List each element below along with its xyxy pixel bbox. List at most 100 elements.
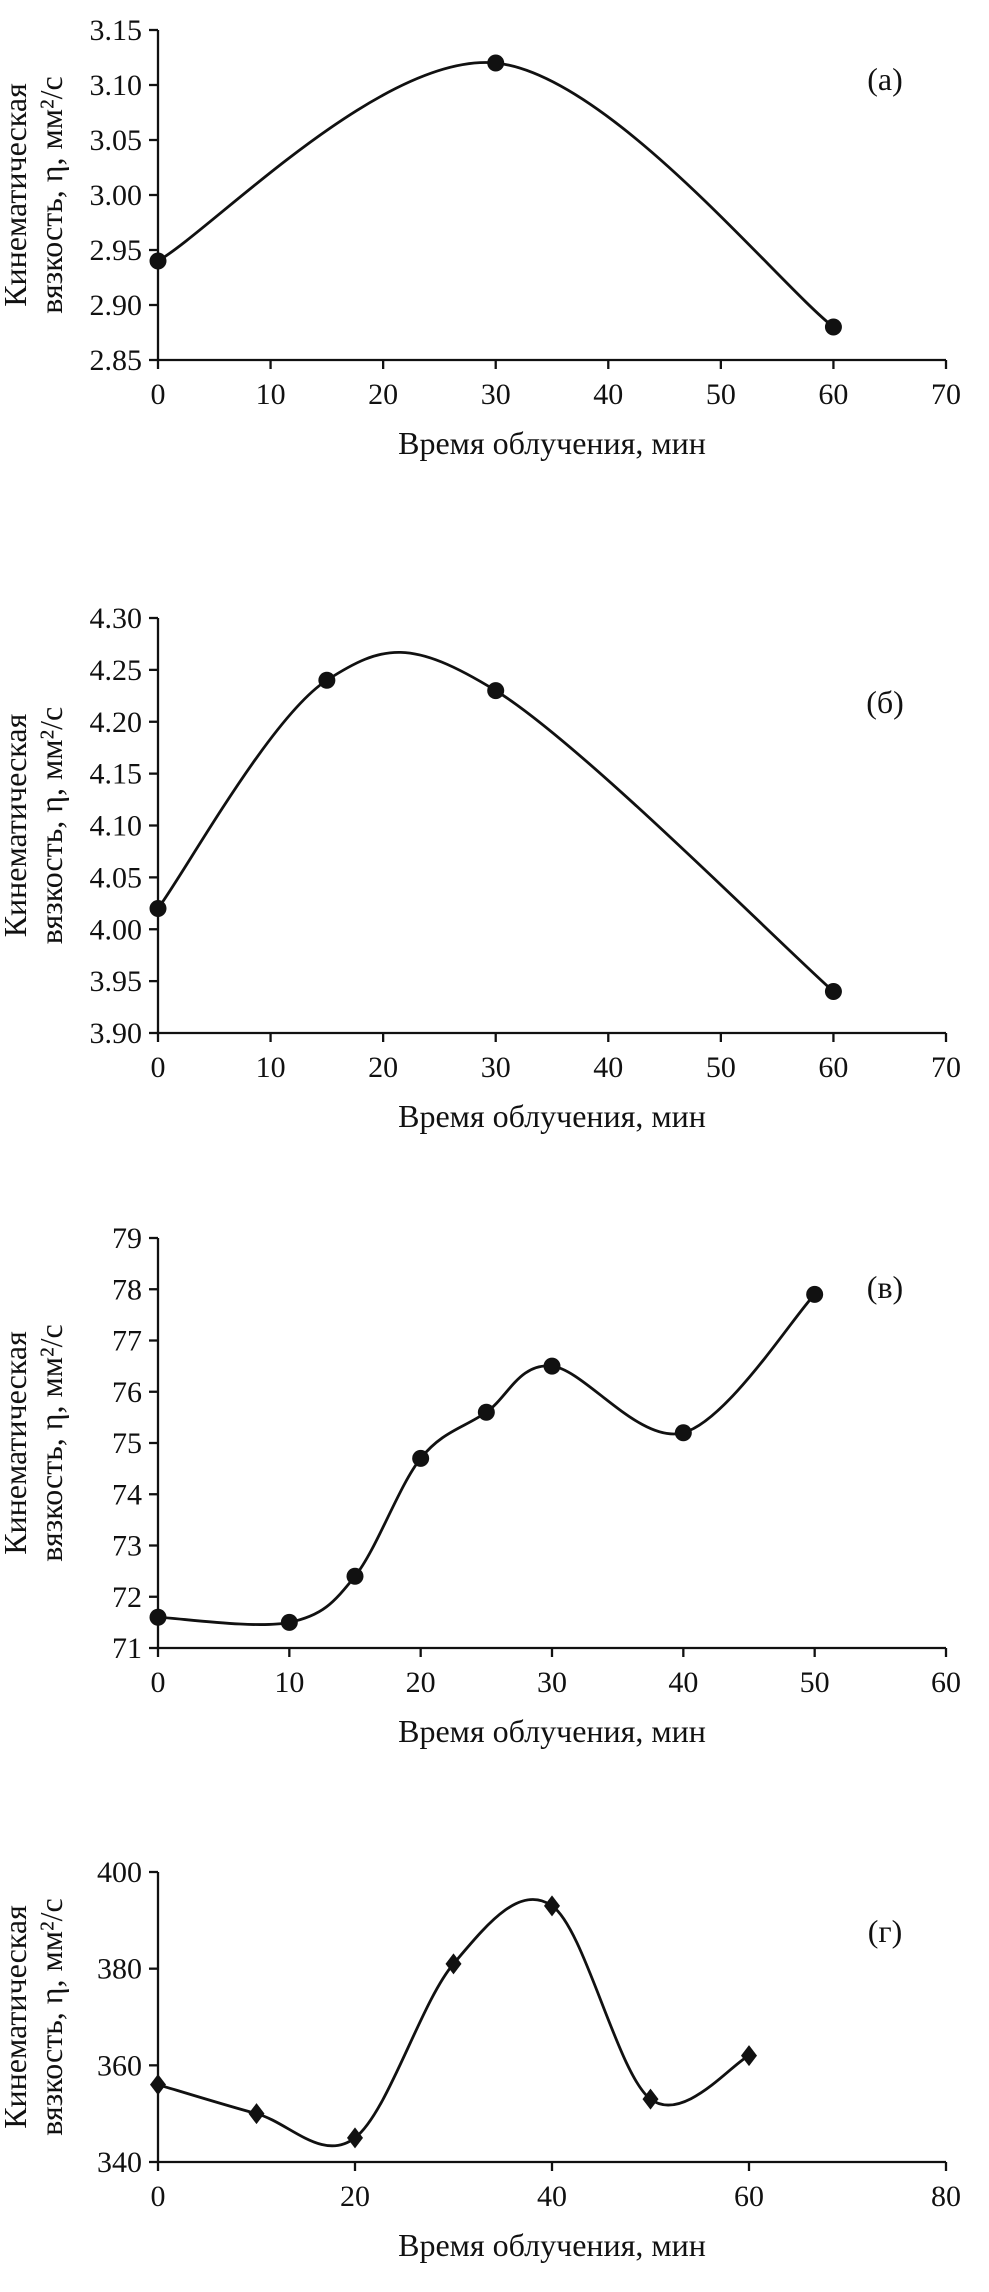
- x-tick-label: 50: [706, 1051, 736, 1084]
- data-point-diamond: [642, 2088, 659, 2110]
- y-tick-label: 360: [97, 2049, 142, 2082]
- x-tick-label: 70: [931, 378, 961, 411]
- x-tick-label: 30: [481, 378, 511, 411]
- y-tick-label: 72: [112, 1581, 142, 1614]
- y-tick-label: 74: [112, 1478, 142, 1511]
- chart-panel-a: 2.85 2.90 2.95 3.00 3.05 3.10 3.15 0 10 20 30 40 50 6…: [0, 0, 989, 590]
- data-point-diamond: [150, 2074, 166, 2096]
- data-point-circle: [824, 318, 842, 336]
- chart-g: 340 360 380 400 0 20 40 60 80 Время облучения, ми…: [0, 1856, 961, 2263]
- data-point-circle: [487, 682, 505, 700]
- y-tick-label: 400: [97, 1856, 142, 1889]
- y-axis-title-line: Кинематическая: [0, 713, 33, 937]
- y-tick-label: 340: [97, 2146, 142, 2179]
- x-tick-label: 20: [368, 378, 398, 411]
- x-tick-label: 10: [274, 1666, 304, 1699]
- data-point-circle: [806, 1285, 824, 1303]
- y-tick-label: 3.90: [90, 1017, 143, 1050]
- data-point-circle: [346, 1567, 364, 1585]
- x-tick-label: 60: [818, 378, 848, 411]
- chart-panel-g: 340 360 380 400 0 20 40 60 80 Время облучения, ми…: [0, 1810, 989, 2292]
- y-tick-label: 3.05: [90, 124, 143, 157]
- y-axis-title-line: вязкость, η, мм²/с: [33, 1898, 69, 2135]
- data-series-line: [156, 650, 835, 993]
- data-point-circle: [824, 983, 842, 1000]
- x-tick-label: 30: [481, 1051, 511, 1084]
- y-tick-label: 4.05: [90, 861, 143, 894]
- data-point-diamond: [248, 2103, 265, 2125]
- y-tick-label: 4.20: [90, 706, 143, 739]
- x-tick-label: 20: [368, 1051, 398, 1084]
- y-tick-label: 78: [112, 1273, 142, 1306]
- data-point-circle: [149, 252, 167, 270]
- data-markers: [149, 671, 842, 1000]
- x-tick-label: 20: [340, 2180, 370, 2213]
- data-point-circle: [149, 1608, 167, 1626]
- x-tick-label: 40: [537, 2180, 567, 2213]
- data-markers: [149, 1285, 824, 1631]
- y-tick-label: 2.95: [90, 234, 143, 267]
- panel-label: (а): [867, 61, 903, 97]
- y-tick-label: 75: [112, 1427, 142, 1460]
- data-point-diamond: [445, 1953, 462, 1975]
- data-point-circle: [477, 1403, 495, 1421]
- data-point-circle: [412, 1449, 430, 1467]
- data-series-line: [156, 61, 835, 329]
- y-tick-label: 4.00: [90, 913, 143, 946]
- y-tick-label: 3.15: [90, 14, 143, 47]
- axes: [149, 1236, 948, 1657]
- y-axis-title-line: Кинематическая: [0, 83, 33, 307]
- panel-label: (в): [867, 1269, 903, 1305]
- x-tick-label: 30: [537, 1666, 567, 1699]
- data-markers: [150, 1895, 757, 2149]
- x-tick-label: 60: [931, 1666, 961, 1699]
- y-tick-label: 3.95: [90, 965, 143, 998]
- chart-v: 71 72 73 74 75 76 77 78 79 0 10 20 30 40 50 60 Время обл…: [0, 1222, 961, 1749]
- y-tick-label: 4.10: [90, 810, 143, 843]
- x-tick-label: 0: [151, 1051, 166, 1084]
- data-series-line: [156, 1898, 751, 2148]
- x-tick-label: 40: [593, 378, 623, 411]
- panel-label: (г): [868, 1913, 902, 1949]
- data-point-diamond: [544, 1895, 560, 1917]
- x-tick-label: 0: [151, 1666, 166, 1699]
- y-axis-title-line: Кинематическая: [0, 1331, 33, 1555]
- x-tick-label: 40: [593, 1051, 623, 1084]
- y-tick-label: 2.90: [90, 289, 143, 322]
- x-tick-label: 10: [256, 378, 286, 411]
- data-point-circle: [674, 1424, 692, 1442]
- y-tick-label: 2.85: [90, 344, 143, 377]
- chart-panel-b: 3.90 3.95 4.00 4.05 4.10 4.15 4.20 4.25 4.30 0 10 2…: [0, 590, 989, 1190]
- y-tick-label: 79: [112, 1222, 142, 1255]
- y-tick-label: 3.10: [90, 69, 143, 102]
- x-axis-title: Время облучения, мин: [398, 425, 706, 461]
- y-axis-title-line: вязкость, η, мм²/с: [33, 707, 69, 944]
- data-point-circle: [280, 1613, 298, 1631]
- chart-b: 3.90 3.95 4.00 4.05 4.10 4.15 4.20 4.25 4.30 0 10 2…: [0, 602, 961, 1134]
- y-tick-label: 380: [97, 1953, 142, 1986]
- data-point-diamond: [741, 2045, 757, 2067]
- data-point-diamond: [347, 2127, 363, 2149]
- y-tick-label: 76: [112, 1376, 142, 1409]
- y-tick-label: 77: [112, 1325, 142, 1358]
- x-tick-label: 60: [734, 2180, 764, 2213]
- y-tick-label: 3.00: [90, 179, 143, 212]
- y-tick-label: 4.30: [90, 602, 143, 635]
- y-tick-label: 4.15: [90, 758, 143, 791]
- x-tick-label: 50: [706, 378, 736, 411]
- y-axis-title-line: Кинематическая: [0, 1905, 33, 2129]
- chart-a: 2.85 2.90 2.95 3.00 3.05 3.10 3.15 0 10 20 30 40 50 6…: [0, 14, 961, 461]
- y-tick-label: 4.25: [90, 654, 143, 687]
- data-point-circle: [149, 900, 167, 917]
- data-point-circle: [543, 1357, 561, 1375]
- x-tick-label: 70: [931, 1051, 961, 1084]
- y-axis-title-line: вязкость, η, мм²/с: [33, 76, 69, 313]
- y-tick-label: 71: [112, 1632, 142, 1665]
- x-tick-label: 20: [406, 1666, 436, 1699]
- x-tick-label: 10: [256, 1051, 286, 1084]
- data-point-circle: [487, 54, 505, 72]
- chart-panel-v: 71 72 73 74 75 76 77 78 79 0 10 20 30 40 50 60 Время обл…: [0, 1190, 989, 1810]
- x-tick-label: 0: [151, 2180, 166, 2213]
- data-series-line: [156, 1292, 817, 1626]
